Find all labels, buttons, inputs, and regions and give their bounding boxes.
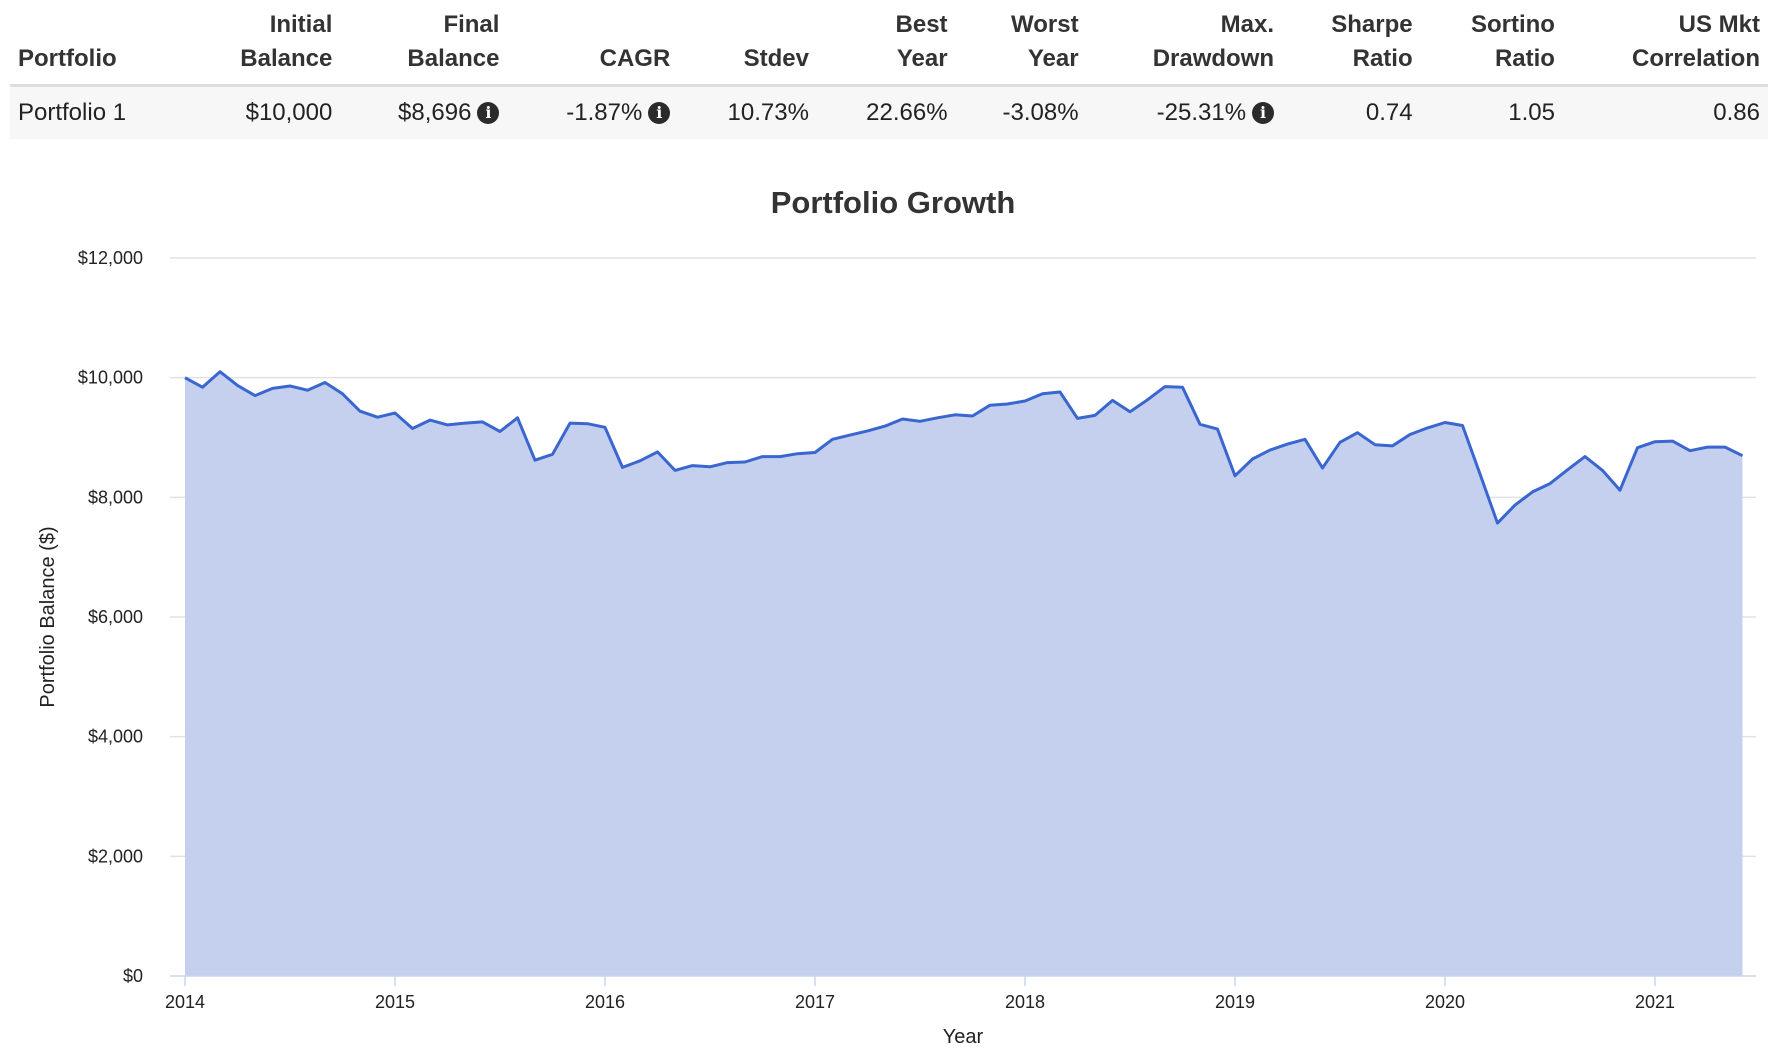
max-drawdown-value: -25.31% [1156, 99, 1247, 126]
cell-us-mkt-correlation: 0.86 [1562, 85, 1768, 139]
header-sharpe-ratio[interactable]: Sharpe Ratio [1282, 0, 1421, 87]
y-tick-label: $10,000 [78, 368, 143, 388]
x-tick-label: 2021 [1635, 992, 1675, 1012]
y-tick-label: $2,000 [88, 846, 143, 866]
y-tick-label: $8,000 [88, 487, 143, 507]
y-tick-label: $12,000 [78, 248, 143, 268]
header-cagr[interactable]: CAGR [507, 0, 679, 87]
cell-cagr: -1.87% i [507, 85, 679, 139]
y-tick-label: $6,000 [88, 607, 143, 627]
cell-portfolio: Portfolio 1 [10, 85, 187, 139]
header-portfolio[interactable]: Portfolio [10, 0, 187, 87]
y-axis-ticks: $0 $2,000 $4,000 $6,000 $8,000 $10,000 $12,000 [78, 248, 143, 986]
info-icon[interactable]: i [477, 102, 500, 124]
x-axis-ticks: 2014 2015 2016 2017 2018 2019 2020 2021 [165, 976, 1675, 1012]
header-initial-balance[interactable]: Initial Balance [186, 0, 341, 87]
summary-table: Portfolio Initial Balance Final Balance CA… [10, 0, 1768, 139]
x-tick-label: 2015 [375, 992, 415, 1012]
cell-max-drawdown: -25.31% i [1086, 85, 1283, 139]
x-tick-label: 2019 [1215, 992, 1255, 1012]
final-balance-value: $8,696 [398, 99, 472, 126]
table-header-row: Portfolio Initial Balance Final Balance CA… [10, 0, 1768, 87]
header-us-mkt-correlation[interactable]: US Mkt Correlation [1562, 0, 1768, 87]
cell-best-year: 22.66% [816, 85, 956, 139]
cell-stdev: 10.73% [678, 85, 817, 139]
x-tick-label: 2020 [1425, 992, 1465, 1012]
header-sortino-ratio[interactable]: Sortino Ratio [1420, 0, 1563, 87]
x-tick-label: 2017 [795, 992, 835, 1012]
cell-sortino-ratio: 1.05 [1420, 85, 1563, 139]
header-worst-year[interactable]: Worst Year [955, 0, 1087, 87]
x-tick-label: 2014 [165, 992, 205, 1012]
y-tick-label: $0 [123, 966, 143, 986]
cagr-value: -1.87% [566, 99, 643, 126]
info-icon[interactable]: i [1252, 102, 1275, 124]
series-line[interactable] [184, 370, 1744, 525]
header-stdev[interactable]: Stdev [678, 0, 817, 87]
x-tick-label: 2018 [1005, 992, 1045, 1012]
cell-final-balance: $8,696 i [340, 85, 508, 139]
cell-initial-balance: $10,000 [186, 85, 341, 139]
y-axis-label: Portfolio Balance ($) [37, 526, 59, 707]
x-tick-label: 2016 [585, 992, 625, 1012]
x-axis-label: Year [943, 1026, 984, 1048]
y-tick-label: $4,000 [88, 727, 143, 747]
info-icon[interactable]: i [648, 102, 671, 124]
header-best-year[interactable]: Best Year [816, 0, 956, 87]
cell-sharpe-ratio: 0.74 [1282, 85, 1421, 139]
portfolio-growth-chart: $0 $2,000 $4,000 $6,000 $8,000 $10,000 $12,000… [37, 185, 1756, 1048]
table-row: Portfolio 1 $10,000 $8,696 i -1.87% i 10.7… [10, 85, 1768, 139]
cell-worst-year: -3.08% [955, 85, 1087, 139]
header-final-balance[interactable]: Final Balance [340, 0, 508, 87]
chart-title: Portfolio Growth [771, 185, 1016, 220]
header-max-drawdown[interactable]: Max. Drawdown [1086, 0, 1283, 87]
area-fill [185, 371, 1743, 976]
